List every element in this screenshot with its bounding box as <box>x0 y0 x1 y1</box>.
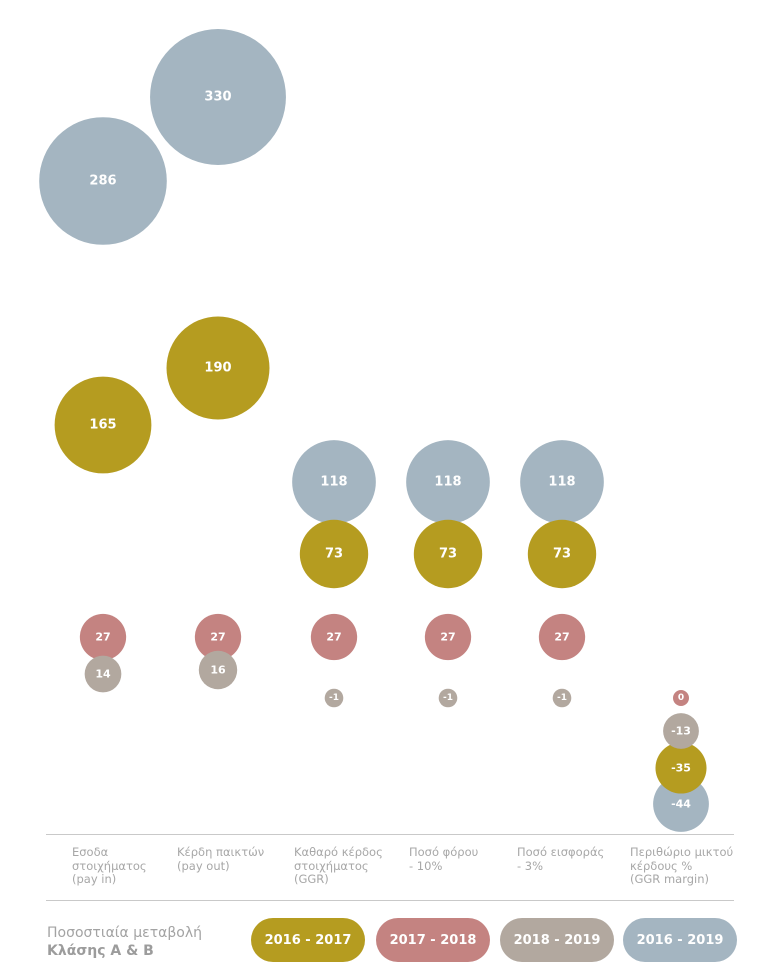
category-label-2-line-2: (pay out) <box>177 858 230 873</box>
legend-title-line2: Κλάσης Α & Β <box>47 943 154 959</box>
data-label-2016-2019-cat6: -44 <box>671 798 691 811</box>
legend-title-line1: Ποσοστιαία μεταβολή <box>47 925 203 941</box>
data-label-2016-2019-cat5: 118 <box>548 475 575 490</box>
bubble-2017-2018-cat4 <box>424 613 472 661</box>
data-label-2018-2019-cat2: 16 <box>210 664 226 677</box>
bubble-2016-2019-cat2 <box>150 29 286 165</box>
legend-item-2017-2018: 2017 - 2018 <box>376 918 490 962</box>
category-label-6-line-1: Περιθώριο μικτού <box>630 845 734 859</box>
category-label-3: Καθαρό κέρδος στοιχήματος (GGR) <box>294 845 383 887</box>
bubble-2018-2019-cat1 <box>84 655 122 693</box>
data-label-2018-2019-cat5: -1 <box>557 693 567 703</box>
data-label-2016-2017-cat1: 165 <box>89 418 116 433</box>
category-label-5: Ποσό εισφοράς - 3% <box>517 845 605 873</box>
data-label-2017-2018-cat2: 27 <box>210 631 225 644</box>
category-label-6-line-2: κέρδους % <box>630 858 693 873</box>
category-label-6: Περιθώριο μικτού κέρδους % (GGR margin) <box>630 845 734 887</box>
category-label-1-line-3: (pay in) <box>72 872 117 886</box>
bubble-2016-2019-cat5 <box>520 440 604 524</box>
bubble-2017-2018-cat5 <box>538 613 586 661</box>
category-label-1: Εσοδα στοιχήματος (pay in) <box>72 845 147 887</box>
bubble-2016-2019-cat4 <box>406 440 490 524</box>
category-label-2-line-1: Κέρδη παικτών <box>177 845 265 859</box>
category-label-1-line-2: στοιχήματος <box>72 858 147 873</box>
data-label-2017-2018-cat3: 27 <box>326 631 341 644</box>
category-label-4: Ποσό φόρου - 10% <box>409 845 479 873</box>
axis-rule-bottom <box>46 900 734 901</box>
category-label-6-line-3: (GGR margin) <box>630 872 710 886</box>
category-label-4-line-1: Ποσό φόρου <box>409 845 479 859</box>
data-label-2016-2019-cat1: 286 <box>89 174 116 189</box>
category-label-3-line-2: στοιχήματος <box>294 858 369 873</box>
bubble-2017-2018-cat3 <box>310 613 358 661</box>
data-label-2017-2018-cat6: 0 <box>678 693 684 703</box>
data-label-2016-2019-cat2: 330 <box>204 90 231 105</box>
data-label-2018-2019-cat4: -1 <box>443 693 453 703</box>
bubble-2016-2017-cat1 <box>54 376 152 474</box>
data-label-2016-2019-cat3: 118 <box>320 475 347 490</box>
data-label-2018-2019-cat6: -13 <box>671 725 691 738</box>
legend-title: Ποσοστιαία μεταβολή Κλάσης Α & Β <box>47 924 202 960</box>
data-label-2017-2018-cat4: 27 <box>440 631 455 644</box>
bubble-2017-2018-cat6 <box>673 690 689 706</box>
category-label-5-line-1: Ποσό εισφοράς <box>517 845 605 859</box>
data-label-2018-2019-cat1: 14 <box>95 668 111 681</box>
bubble-2018-2019-cat2 <box>198 650 238 690</box>
bubble-2016-2019-cat1 <box>39 117 167 245</box>
bubble-2016-2017-cat2 <box>166 316 270 420</box>
data-label-2018-2019-cat3: -1 <box>329 693 339 703</box>
category-label-4-line-2: - 10% <box>409 858 443 873</box>
bubble-2016-2017-cat3 <box>299 519 369 589</box>
bubble-2017-2018-cat1 <box>79 613 127 661</box>
data-label-2016-2017-cat2: 190 <box>204 361 231 376</box>
data-label-2017-2018-cat5: 27 <box>554 631 569 644</box>
category-label-2: Κέρδη παικτών (pay out) <box>177 845 265 873</box>
category-label-3-line-1: Καθαρό κέρδος <box>294 845 383 859</box>
data-label-2016-2017-cat6: -35 <box>671 762 691 775</box>
axis-rule-top <box>46 834 734 835</box>
data-label-2016-2017-cat5: 73 <box>553 547 571 562</box>
category-label-3-line-3: (GGR) <box>294 872 329 886</box>
bubble-2018-2019-cat4 <box>438 688 458 708</box>
bubble-2018-2019-cat5 <box>552 688 572 708</box>
bubble-2018-2019-cat3 <box>324 688 344 708</box>
bubble-2016-2019-cat3 <box>292 440 376 524</box>
bubble-2016-2017-cat5 <box>527 519 597 589</box>
category-label-1-line-1: Εσοδα <box>72 845 109 859</box>
legend-item-2016-2017: 2016 - 2017 <box>251 918 365 962</box>
bubble-2016-2019-cat6 <box>653 776 709 832</box>
bubble-2017-2018-cat2 <box>194 613 242 661</box>
data-label-2017-2018-cat1: 27 <box>95 631 110 644</box>
data-label-2016-2019-cat4: 118 <box>434 475 461 490</box>
bubble-2016-2017-cat6 <box>655 742 707 794</box>
data-label-2016-2017-cat3: 73 <box>325 547 343 562</box>
bubble-2016-2017-cat4 <box>413 519 483 589</box>
legend-item-2016-2019: 2016 - 2019 <box>623 918 737 962</box>
bubble-2018-2019-cat6 <box>663 713 699 749</box>
data-label-2016-2017-cat4: 73 <box>439 547 457 562</box>
category-label-5-line-2: - 3% <box>517 858 544 873</box>
legend-item-2018-2019: 2018 - 2019 <box>500 918 614 962</box>
